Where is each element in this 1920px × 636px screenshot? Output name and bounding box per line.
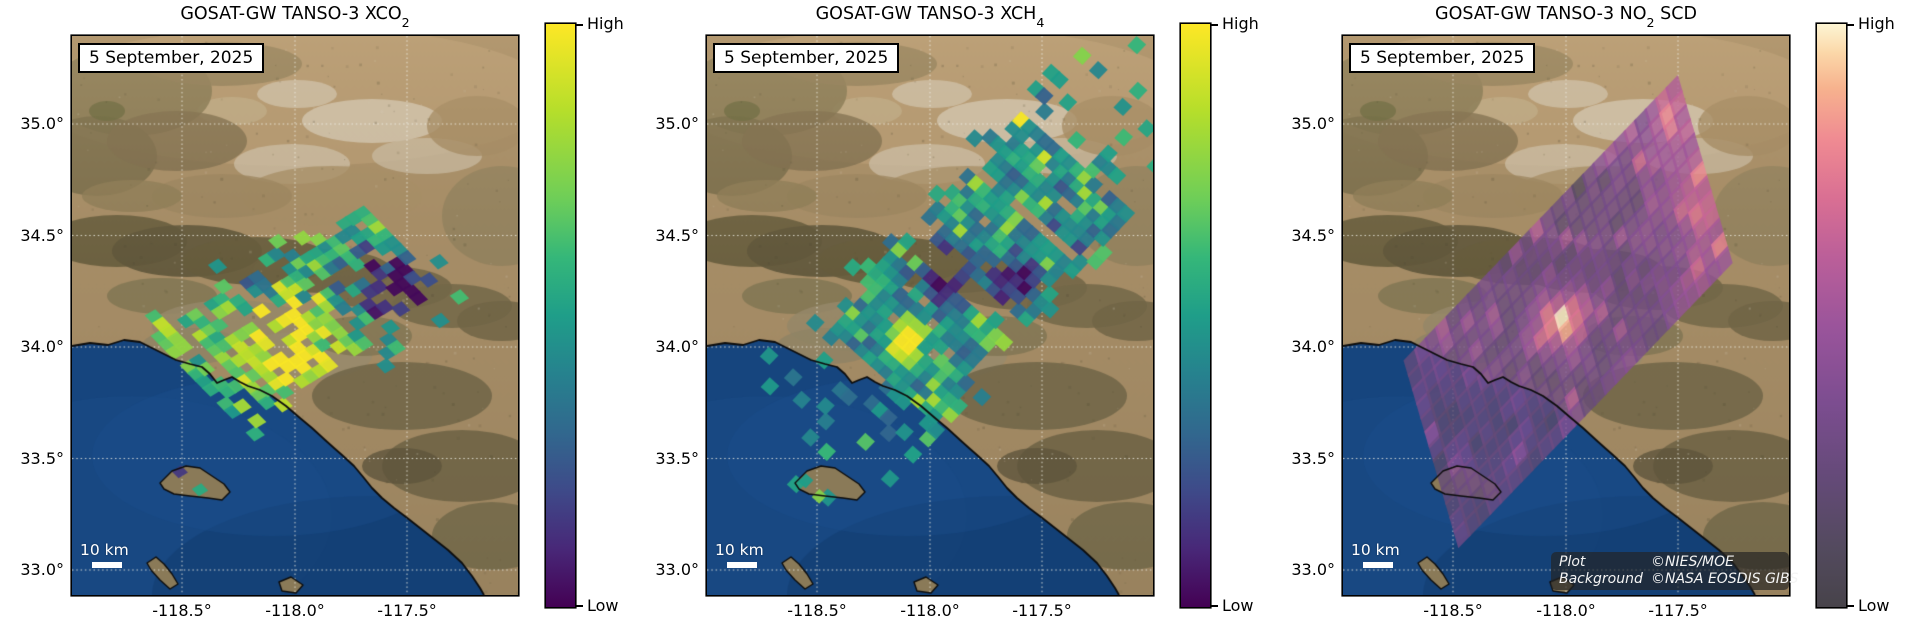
lon-tick-label: -118.0° bbox=[265, 601, 325, 620]
scale-bar-label: 10 km bbox=[1351, 541, 1400, 559]
panel-title: GOSAT-GW TANSO-3 NO2 SCD bbox=[1343, 2, 1789, 29]
panel-title-subscript: 4 bbox=[1036, 15, 1045, 31]
attribution-row: Background ©NASA EOSDIS GIBS bbox=[1559, 570, 1798, 588]
lat-tick-label: 33.0° bbox=[655, 560, 699, 579]
lon-tick-label: -118.0° bbox=[1536, 601, 1596, 620]
colorbar-high-label: High bbox=[1858, 14, 1895, 33]
lon-tick-label: -118.5° bbox=[1423, 601, 1483, 620]
lat-tick-label: 35.0° bbox=[1291, 114, 1335, 133]
colorbar-low-label: Low bbox=[587, 596, 619, 615]
lat-tick-label: 33.0° bbox=[1291, 560, 1335, 579]
colorbar-xch4 bbox=[1181, 24, 1210, 607]
colorbar-tick-top bbox=[1210, 24, 1218, 26]
attribution-value: ©NASA EOSDIS GIBS bbox=[1651, 570, 1799, 587]
colorbar-tick-bottom bbox=[1210, 605, 1218, 607]
panel-xch4: GOSAT-GW TANSO-3 XCH4 35.0° 34.5° 34.0° … bbox=[635, 0, 1284, 636]
lat-tick-label: 34.5° bbox=[1291, 226, 1335, 245]
scale-bar bbox=[92, 562, 122, 568]
lat-tick-label: 34.5° bbox=[20, 226, 64, 245]
lat-tick-label: 34.5° bbox=[655, 226, 699, 245]
lat-tick-label: 35.0° bbox=[655, 114, 699, 133]
colorbar-tick-top bbox=[575, 24, 583, 26]
lat-tick-label: 33.5° bbox=[655, 449, 699, 468]
colorbar-tick-bottom bbox=[1846, 605, 1854, 607]
panel-no2: GOSAT-GW TANSO-3 NO2 SCD 35.0° 34.5° 34.… bbox=[1271, 0, 1920, 636]
lat-tick-label: 34.0° bbox=[655, 337, 699, 356]
map-canvas-xch4 bbox=[707, 36, 1153, 595]
panel-title-subscript: 2 bbox=[401, 15, 410, 31]
date-label: 5 September, 2025 bbox=[713, 43, 900, 73]
lat-tick-label: 33.5° bbox=[20, 449, 64, 468]
scale-bar bbox=[1363, 562, 1393, 568]
date-label: 5 September, 2025 bbox=[1349, 43, 1536, 73]
scale-bar-label: 10 km bbox=[715, 541, 764, 559]
attribution-box: Plot ©NIES/MOE Background ©NASA EOSDIS G… bbox=[1551, 552, 1798, 590]
attribution-key: Plot bbox=[1559, 554, 1586, 570]
lon-tick-label: -117.5° bbox=[377, 601, 437, 620]
colorbar-xco2 bbox=[546, 24, 575, 607]
colorbar-no2 bbox=[1817, 24, 1846, 607]
colorbar-high-label: High bbox=[587, 14, 624, 33]
attribution-row: Plot ©NIES/MOE bbox=[1559, 554, 1781, 571]
lon-tick-label: -118.5° bbox=[787, 601, 847, 620]
colorbar-tick-top bbox=[1846, 24, 1854, 26]
lon-tick-label: -118.5° bbox=[152, 601, 212, 620]
colorbar-high-label: High bbox=[1222, 14, 1259, 33]
colorbar-tick-bottom bbox=[575, 605, 583, 607]
map-canvas-no2 bbox=[1343, 36, 1789, 595]
lat-tick-label: 34.0° bbox=[20, 337, 64, 356]
colorbar-low-label: Low bbox=[1858, 596, 1890, 615]
map-canvas-xco2 bbox=[72, 36, 518, 595]
lon-tick-label: -117.5° bbox=[1648, 601, 1708, 620]
panel-title-text: GOSAT-GW TANSO-3 XCH bbox=[815, 4, 1037, 24]
lon-tick-label: -118.0° bbox=[900, 601, 960, 620]
colorbar-low-label: Low bbox=[1222, 596, 1254, 615]
lon-tick-label: -117.5° bbox=[1012, 601, 1072, 620]
panel-title-text: GOSAT-GW TANSO-3 NO bbox=[1435, 4, 1647, 24]
scale-bar bbox=[727, 562, 757, 568]
lat-tick-label: 33.0° bbox=[20, 560, 64, 579]
lat-tick-label: 35.0° bbox=[20, 114, 64, 133]
attribution-value: ©NIES/MOE bbox=[1651, 554, 1734, 570]
panel-title-subscript: 2 bbox=[1646, 15, 1655, 31]
panel-title-text: GOSAT-GW TANSO-3 XCO bbox=[180, 4, 402, 24]
panel-title: GOSAT-GW TANSO-3 XCH4 bbox=[707, 2, 1153, 29]
panel-title-suffix: SCD bbox=[1654, 4, 1697, 24]
lat-tick-label: 33.5° bbox=[1291, 449, 1335, 468]
panel-title: GOSAT-GW TANSO-3 XCO2 bbox=[72, 2, 518, 29]
panel-xco2: GOSAT-GW TANSO-3 XCO2 35.0° 34.5° 34.0° … bbox=[0, 0, 649, 636]
lat-tick-label: 34.0° bbox=[1291, 337, 1335, 356]
scale-bar-label: 10 km bbox=[80, 541, 129, 559]
attribution-key: Background bbox=[1559, 570, 1643, 587]
date-label: 5 September, 2025 bbox=[78, 43, 265, 73]
